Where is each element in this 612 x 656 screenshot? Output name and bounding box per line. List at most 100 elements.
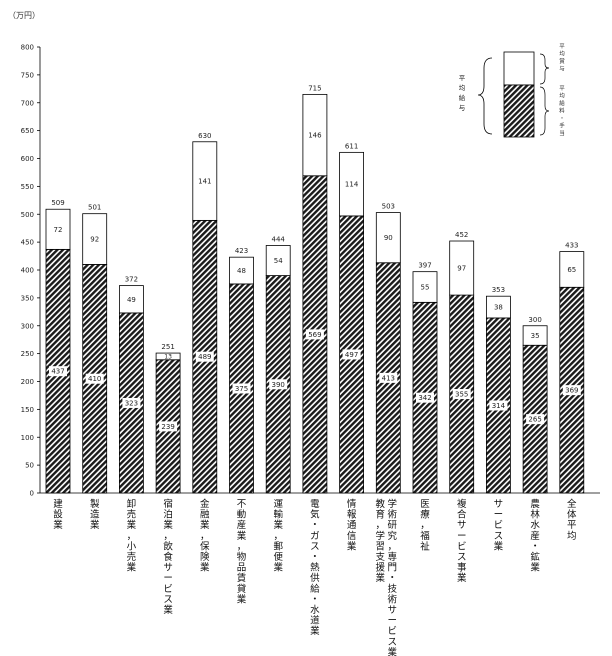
category-label-char: 便: [273, 551, 283, 563]
total-label: 300: [528, 316, 541, 324]
category-label-char: ス: [310, 541, 320, 552]
category-label-char: 業: [200, 519, 210, 531]
y-tick-label: 550: [21, 183, 34, 191]
svg-text:給: 給: [559, 99, 565, 107]
category-label-char: 飲: [163, 540, 173, 552]
bar-bonus: [522, 325, 548, 346]
bar-bonus: [339, 151, 365, 217]
base-label-box: [195, 351, 214, 362]
base-value-label: 342: [418, 394, 431, 402]
base-label-box: [562, 385, 581, 396]
category-label-char: ー: [163, 573, 173, 584]
base-value-label: 569: [308, 331, 321, 339]
category-label-char: 泊: [163, 510, 173, 521]
y-tick-label: 0: [30, 490, 34, 498]
bonus-value-label: 49: [127, 296, 136, 304]
y-tick-label: 600: [21, 155, 34, 163]
category-label-char: 造: [90, 509, 100, 521]
bonus-value-label: 92: [90, 236, 99, 244]
category-label-char: 究: [388, 530, 398, 542]
category-label-char: 設: [53, 509, 63, 521]
bonus-value-label: 55: [421, 284, 430, 292]
bar-bonus: [375, 212, 401, 264]
category-label-char: サ: [494, 499, 504, 510]
category-label-char: 供: [310, 572, 320, 584]
svg-text:手: 手: [559, 122, 565, 130]
category-label-char: 信: [347, 530, 357, 542]
category-label-char: 通: [347, 520, 357, 531]
y-tick-label: 800: [21, 44, 34, 52]
total-label: 611: [345, 142, 358, 150]
base-label-box: [526, 414, 545, 425]
category-label-char: 業: [457, 572, 467, 584]
bonus-value-label: 48: [237, 267, 246, 275]
category-label-char: 業: [273, 562, 283, 574]
category-label-char: 金: [200, 498, 210, 510]
bonus-value-label: 141: [198, 178, 211, 186]
svg-text:平: 平: [559, 85, 565, 92]
bonus-value-label: 72: [54, 226, 63, 234]
category-label-char: ビ: [388, 626, 398, 637]
category-label-char: 業: [163, 519, 173, 531]
svg-text:平: 平: [459, 74, 466, 82]
category-label-char: 業: [127, 519, 137, 531]
category-label-char: 輸: [273, 509, 283, 521]
y-tick-label: 650: [21, 127, 34, 135]
category-label-char: 習: [376, 541, 386, 552]
base-value-label: 323: [125, 399, 138, 407]
category-label: 建設業: [53, 498, 63, 531]
category-label-char: 業: [347, 540, 357, 552]
base-label-box: [159, 421, 178, 432]
category-label-char: 療: [420, 509, 430, 521]
category-label-char: 術: [388, 509, 398, 521]
category-label-char: 宿: [163, 498, 173, 510]
base-label-box: [85, 373, 104, 384]
total-label: 372: [125, 276, 138, 284]
category-label-char: 電: [310, 499, 320, 510]
svg-text:平: 平: [559, 43, 565, 50]
category-label-char: 全: [567, 498, 577, 510]
category-label-char: 業: [530, 562, 540, 574]
category-label-char: ，: [376, 520, 386, 531]
svg-text:賞: 賞: [559, 57, 565, 65]
total-label: 452: [455, 231, 468, 239]
svg-text:均: 均: [559, 92, 565, 100]
category-label-char: 郵: [273, 540, 283, 552]
category-label-char: 業: [273, 519, 283, 531]
category-label-char: 林: [530, 509, 540, 521]
total-label: 715: [308, 84, 321, 92]
category-label-char: 産: [530, 530, 540, 542]
bonus-value-label: 54: [274, 257, 283, 265]
y-axis-unit-label: （万円）: [8, 11, 40, 20]
category-label-char: 業: [200, 562, 210, 574]
category-label-char: 業: [90, 519, 100, 531]
base-value-label: 437: [51, 368, 64, 376]
y-tick-label: 50: [25, 462, 34, 470]
bar-bonus: [82, 213, 108, 265]
category-label-char: 険: [200, 552, 210, 563]
category-label-char: 体: [567, 509, 577, 521]
category-label-char: 業: [494, 540, 504, 552]
base-label-box: [416, 392, 434, 403]
category-label-char: ，: [163, 531, 173, 542]
bonus-value-label: 114: [345, 181, 359, 189]
category-label-char: ・: [530, 541, 540, 552]
category-label-char: 平: [567, 520, 577, 531]
category-label-char: 動: [237, 510, 247, 521]
category-label-char: 鉱: [530, 551, 540, 563]
base-label-box: [342, 349, 361, 360]
category-label-char: 専: [388, 551, 398, 563]
base-value-label: 413: [382, 374, 395, 382]
bar-bonus: [485, 295, 511, 319]
category-label-char: ー: [494, 510, 504, 521]
bonus-value-label: 65: [567, 266, 576, 274]
category-label-char: 事: [457, 562, 467, 574]
category-label-char: 水: [310, 604, 320, 616]
